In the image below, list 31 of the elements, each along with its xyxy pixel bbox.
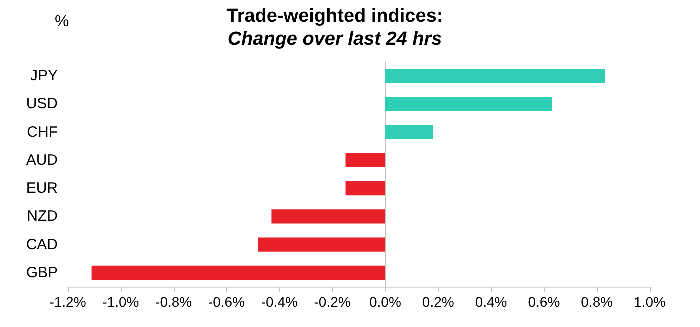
chart-title: Trade-weighted indices:	[226, 6, 444, 27]
x-tick-label: -0.8%	[156, 294, 192, 310]
bar	[346, 182, 386, 196]
bar	[385, 69, 606, 84]
x-tick-label: -0.4%	[261, 294, 298, 310]
x-tick-label: -1.0%	[102, 294, 140, 310]
y-tick-label: CAD	[26, 236, 58, 254]
x-tick-label: 0.0%	[369, 294, 402, 310]
bar	[385, 97, 552, 112]
bar	[346, 153, 386, 168]
y-tick-label: JPY	[30, 68, 58, 85]
x-tick-label: -0.6%	[208, 294, 246, 310]
x-tick-label: -1.2%	[50, 294, 86, 310]
bar	[272, 210, 386, 224]
x-tick-label: 0.2%	[422, 294, 454, 310]
chart-subtitle: Change over last 24 hrs	[228, 29, 442, 50]
bar	[258, 238, 386, 252]
x-tick-label: 0.4%	[475, 294, 508, 310]
bar	[385, 125, 434, 140]
x-tick-label: 0.6%	[528, 294, 560, 310]
y-tick-label: USD	[26, 96, 58, 113]
x-tick-label: 0.8%	[581, 294, 614, 310]
x-tick-label: -0.2%	[314, 294, 351, 310]
y-axis-title: %	[55, 14, 70, 30]
x-tick-label: 1.0%	[634, 294, 666, 310]
y-tick-label: EUR	[26, 180, 58, 198]
y-tick-label: AUD	[26, 152, 58, 169]
y-tick-label: CHF	[27, 124, 58, 141]
bar	[92, 266, 386, 280]
y-tick-label: NZD	[27, 208, 58, 226]
y-tick-label: GBP	[26, 264, 58, 282]
